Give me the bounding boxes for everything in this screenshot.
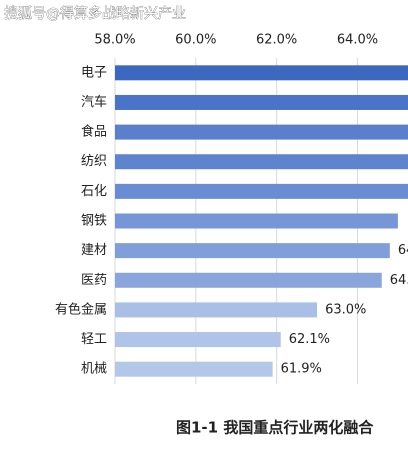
x-tick-label: 62.0%: [256, 33, 297, 48]
y-tick-label: 汽车: [81, 94, 107, 110]
y-tick-label: 食品: [81, 124, 107, 140]
bar: [115, 272, 382, 288]
bar: [115, 361, 273, 377]
watermark: 搜狐号@得算多战略新兴产业: [4, 5, 186, 22]
bar: [115, 183, 408, 199]
value-label: 61.9%: [281, 362, 322, 377]
value-label: 63.0%: [325, 302, 366, 317]
bar: [115, 154, 408, 170]
y-tick-label: 纺织: [81, 154, 107, 169]
y-tick-label: 有色金属: [55, 301, 107, 317]
chart-title: 图1-1 我国重点行业两化融合: [176, 419, 374, 437]
y-tick-label: 机械: [81, 362, 107, 377]
y-tick-label: 医药: [81, 273, 107, 288]
y-tick-label: 石化: [81, 184, 107, 199]
bar: [115, 243, 390, 259]
x-tick-label: 64.0%: [337, 33, 378, 48]
y-tick-label: 钢铁: [81, 214, 107, 229]
bar: [115, 94, 408, 110]
bar: [115, 124, 408, 140]
x-tick-label: 60.0%: [175, 33, 216, 48]
bar: [115, 302, 318, 318]
bar: [115, 65, 408, 81]
y-tick-label: 建材: [81, 243, 107, 258]
y-tick-label: 电子: [81, 65, 107, 80]
y-tick-label: 轻工: [81, 332, 107, 347]
value-label: 64.8%: [398, 243, 408, 258]
value-label: 64.6%: [390, 273, 408, 288]
bar: [115, 332, 281, 348]
x-tick-label: 58.0%: [94, 33, 135, 48]
bar: [115, 213, 398, 229]
value-label: 62.1%: [289, 332, 330, 347]
